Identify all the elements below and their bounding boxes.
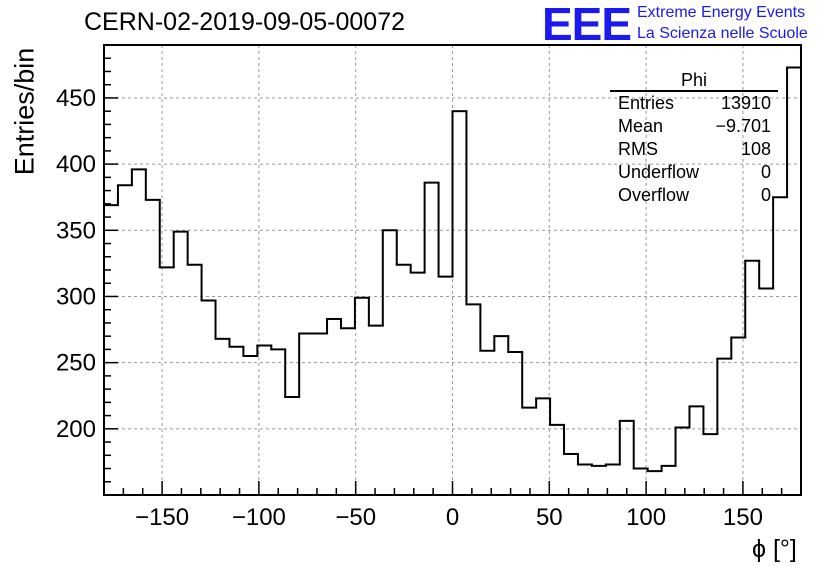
stats-value: −9.701 (715, 116, 771, 136)
stats-box-title: Phi (610, 70, 778, 92)
x-tick-label: −150 (135, 504, 189, 531)
y-tick-label: 450 (56, 85, 96, 112)
stats-box: Phi Entries 13910 Mean −9.701 RMS 108 Un… (610, 70, 778, 207)
logo-line-2: La Scienza nelle Scuole (637, 25, 808, 42)
x-tick-label: −50 (335, 504, 376, 531)
y-tick-label: 250 (56, 350, 96, 377)
x-tick-label: 100 (626, 504, 666, 531)
stats-label: Mean (618, 116, 664, 136)
stats-value: 0 (760, 162, 771, 182)
y-tick-label: 200 (56, 416, 96, 443)
stats-label: Overflow (618, 185, 690, 205)
histogram-series (103, 66, 802, 473)
stats-value: 0 (760, 185, 771, 205)
x-tick-label: 0 (446, 504, 459, 531)
stats-value: 108 (740, 139, 771, 159)
chart-title: CERN-02-2019-09-05-00072 (84, 8, 406, 36)
axis-ticks (103, 44, 802, 495)
y-tick-label: 350 (56, 217, 96, 244)
stats-row-underflow: Underflow 0 (610, 161, 778, 184)
stats-label: Underflow (618, 162, 700, 182)
logo-line-1: Extreme Energy Events (637, 4, 806, 21)
x-tick-label: 50 (536, 504, 563, 531)
stats-row-rms: RMS 108 (610, 138, 778, 161)
y-axis-label: Entries/bin (9, 47, 40, 176)
x-tick-label: 150 (723, 504, 763, 531)
stats-label: RMS (618, 139, 658, 159)
x-axis-label: ϕ [°] (752, 535, 797, 563)
y-tick-label: 300 (56, 283, 96, 310)
stats-row-entries: Entries 13910 (610, 92, 778, 115)
x-tick-label: −100 (232, 504, 286, 531)
eee-logo: EEE (542, 0, 632, 50)
stats-row-mean: Mean −9.701 (610, 115, 778, 138)
stats-label: Entries (618, 93, 675, 113)
stats-value: 13910 (720, 93, 771, 113)
stats-row-overflow: Overflow 0 (610, 184, 778, 207)
tick-labels: −150 −100 −50 0 50 100 150 200 250 300 350 400 450 (56, 85, 763, 531)
y-tick-label: 400 (56, 151, 96, 178)
